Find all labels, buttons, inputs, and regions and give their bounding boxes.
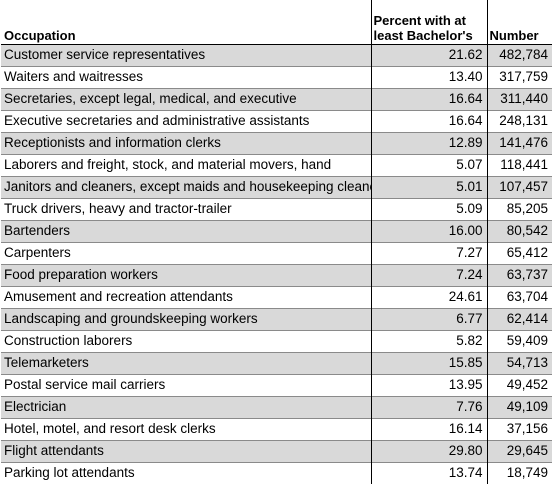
percent-cell: 13.74 bbox=[370, 461, 488, 484]
number-cell: 62,414 bbox=[487, 307, 552, 330]
occupation-cell: Waiters and waitresses bbox=[1, 65, 371, 88]
table-row: Postal service mail carriers 13.95 49,452 bbox=[1, 373, 552, 396]
percent-cell: 15.85 bbox=[370, 351, 488, 374]
percent-cell: 6.77 bbox=[370, 307, 488, 330]
percent-cell: 29.80 bbox=[370, 439, 488, 462]
percent-cell: 24.61 bbox=[370, 285, 488, 308]
number-cell: 118,441 bbox=[487, 153, 552, 176]
percent-cell: 12.89 bbox=[370, 131, 488, 154]
occupation-cell: Construction laborers bbox=[1, 329, 371, 352]
number-cell: 248,131 bbox=[487, 109, 552, 132]
table-row: Electrician 7.76 49,109 bbox=[1, 395, 552, 418]
occupation-cell: Parking lot attendants bbox=[1, 461, 371, 484]
number-cell: 49,109 bbox=[487, 395, 552, 418]
table-row: Janitors and cleaners, except maids and … bbox=[1, 175, 552, 198]
number-cell: 63,737 bbox=[487, 263, 552, 286]
number-cell: 107,457 bbox=[487, 175, 552, 198]
header-percent: Percent with at least Bachelor's bbox=[370, 0, 488, 45]
occupation-cell: Truck drivers, heavy and tractor-trailer bbox=[1, 197, 371, 220]
table-row: Landscaping and groundskeeping workers 6.… bbox=[1, 307, 552, 330]
percent-cell: 13.40 bbox=[370, 65, 488, 88]
percent-cell: 16.14 bbox=[370, 417, 488, 440]
occupation-cell: Telemarketers bbox=[1, 351, 371, 374]
percent-cell: 16.64 bbox=[370, 87, 488, 110]
occupation-cell: Janitors and cleaners, except maids and … bbox=[1, 175, 371, 198]
percent-cell: 5.01 bbox=[370, 175, 488, 198]
header-number: Number bbox=[487, 0, 552, 45]
percent-cell: 7.76 bbox=[370, 395, 488, 418]
header-row: Occupation Percent with at least Bachelo… bbox=[1, 0, 552, 45]
table-row: Waiters and waitresses 13.40 317,759 bbox=[1, 65, 552, 88]
occupation-cell: Bartenders bbox=[1, 219, 371, 242]
number-cell: 59,409 bbox=[487, 329, 552, 352]
number-cell: 65,412 bbox=[487, 241, 552, 264]
occupation-cell: Carpenters bbox=[1, 241, 371, 264]
occupation-cell: Executive secretaries and administrative… bbox=[1, 109, 371, 132]
percent-cell: 16.64 bbox=[370, 109, 488, 132]
table-row: Customer service representatives 21.62 482… bbox=[1, 43, 552, 66]
table-row: Laborers and freight, stock, and materia… bbox=[1, 153, 552, 176]
table-row: Hotel, motel, and resort desk clerks 16.1… bbox=[1, 417, 552, 440]
table-row: Bartenders 16.00 80,542 bbox=[1, 219, 552, 242]
table-row: Secretaries, except legal, medical, and … bbox=[1, 87, 552, 110]
table-body: Customer service representatives 21.62 482… bbox=[1, 43, 552, 484]
occupation-cell: Laborers and freight, stock, and materia… bbox=[1, 153, 371, 176]
table-row: Construction laborers 5.82 59,409 bbox=[1, 329, 552, 352]
number-cell: 18,749 bbox=[487, 461, 552, 484]
occupation-cell: Electrician bbox=[1, 395, 371, 418]
number-cell: 54,713 bbox=[487, 351, 552, 374]
table-row: Truck drivers, heavy and tractor-trailer… bbox=[1, 197, 552, 220]
occupation-cell: Customer service representatives bbox=[1, 43, 371, 66]
table-row: Receptionists and information clerks 12.8… bbox=[1, 131, 552, 154]
occupation-cell: Hotel, motel, and resort desk clerks bbox=[1, 417, 371, 440]
number-cell: 311,440 bbox=[487, 87, 552, 110]
table-row: Carpenters 7.27 65,412 bbox=[1, 241, 552, 264]
percent-cell: 5.07 bbox=[370, 153, 488, 176]
occupation-cell: Flight attendants bbox=[1, 439, 371, 462]
occupation-cell: Secretaries, except legal, medical, and … bbox=[1, 87, 371, 110]
number-cell: 37,156 bbox=[487, 417, 552, 440]
table-row: Food preparation workers 7.24 63,737 bbox=[1, 263, 552, 286]
table-row: Flight attendants 29.80 29,645 bbox=[1, 439, 552, 462]
number-cell: 482,784 bbox=[487, 43, 552, 66]
number-cell: 141,476 bbox=[487, 131, 552, 154]
percent-cell: 5.82 bbox=[370, 329, 488, 352]
table-row: Telemarketers 15.85 54,713 bbox=[1, 351, 552, 374]
number-cell: 317,759 bbox=[487, 65, 552, 88]
header-percent-line1: Percent with at bbox=[373, 12, 466, 28]
percent-cell: 5.09 bbox=[370, 197, 488, 220]
number-cell: 85,205 bbox=[487, 197, 552, 220]
number-cell: 63,704 bbox=[487, 285, 552, 308]
percent-cell: 7.27 bbox=[370, 241, 488, 264]
occupation-table: Occupation Percent with at least Bachelo… bbox=[1, 0, 552, 484]
table-row: Parking lot attendants 13.74 18,749 bbox=[1, 461, 552, 484]
header-occupation: Occupation bbox=[1, 0, 371, 45]
percent-cell: 16.00 bbox=[370, 219, 488, 242]
occupation-cell: Food preparation workers bbox=[1, 263, 371, 286]
number-cell: 80,542 bbox=[487, 219, 552, 242]
occupation-cell: Postal service mail carriers bbox=[1, 373, 371, 396]
header-percent-line2: least Bachelor's bbox=[373, 27, 473, 43]
occupation-cell: Receptionists and information clerks bbox=[1, 131, 371, 154]
percent-cell: 7.24 bbox=[370, 263, 488, 286]
number-cell: 49,452 bbox=[487, 373, 552, 396]
table-row: Amusement and recreation attendants 24.61… bbox=[1, 285, 552, 308]
percent-cell: 13.95 bbox=[370, 373, 488, 396]
table-row: Executive secretaries and administrative… bbox=[1, 109, 552, 132]
number-cell: 29,645 bbox=[487, 439, 552, 462]
percent-cell: 21.62 bbox=[370, 43, 488, 66]
occupation-cell: Landscaping and groundskeeping workers bbox=[1, 307, 371, 330]
occupation-cell: Amusement and recreation attendants bbox=[1, 285, 371, 308]
